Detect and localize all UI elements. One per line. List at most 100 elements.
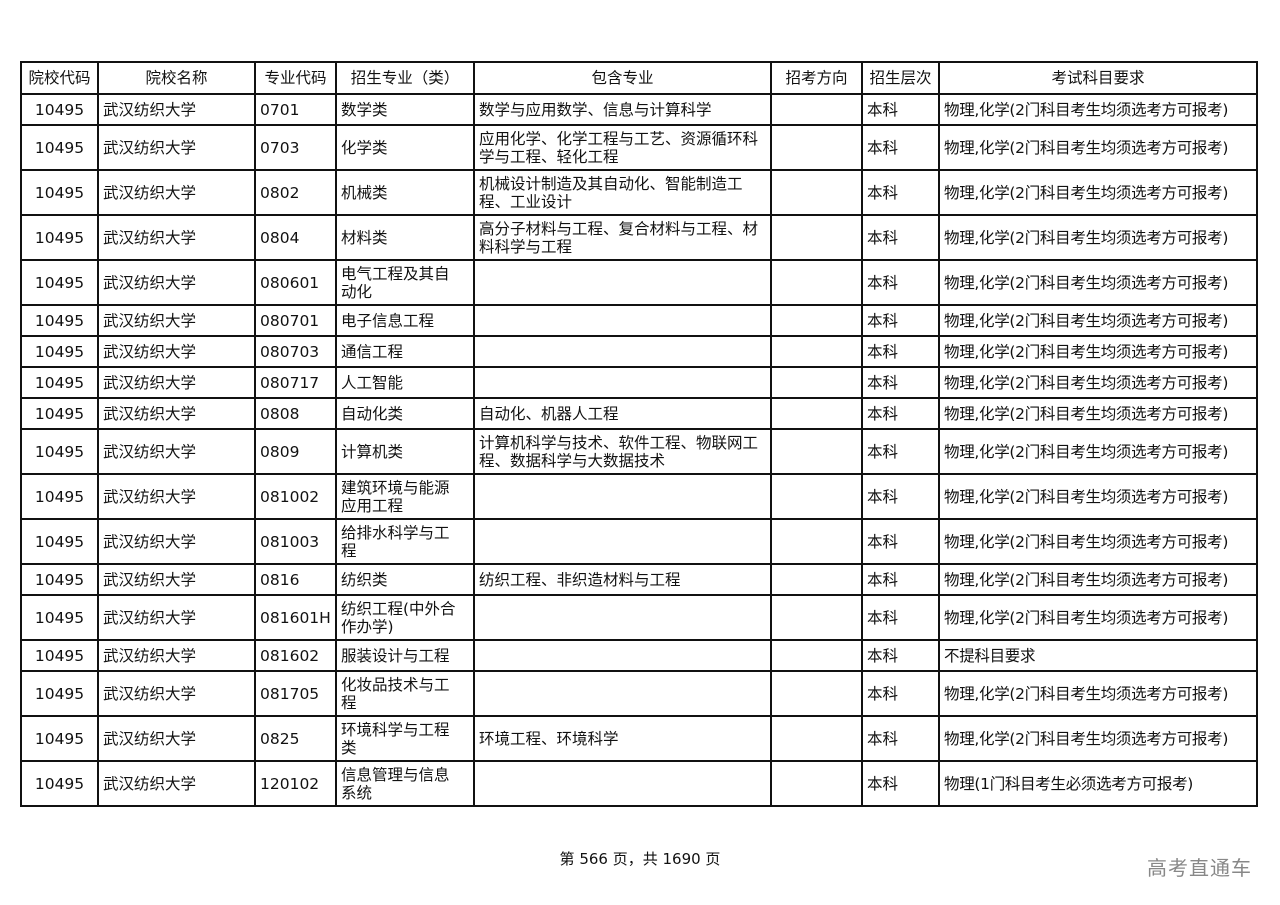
cell-major: 机械类: [335, 169, 475, 216]
cell-school-code: 10495: [20, 214, 99, 261]
table-row: 10495 武汉纺织大学 0703 化学类 应用化学、化学工程与工艺、资源循环科学与工程…: [20, 124, 1258, 171]
cell-subject-req: 物理,化学(2门科目考生均须选考方可报考): [938, 715, 1258, 762]
cell-subject-req: 物理,化学(2门科目考生均须选考方可报考): [938, 397, 1258, 430]
page-number: 第 566 页，共 1690 页: [559, 850, 721, 868]
cell-level: 本科: [861, 518, 940, 565]
cell-major-code: 0809: [254, 428, 337, 475]
cell-school-code: 10495: [20, 715, 99, 762]
cell-level: 本科: [861, 397, 940, 430]
cell-included-majors: 纺织工程、非织造材料与工程: [473, 563, 772, 596]
cell-included-majors: [473, 473, 772, 520]
table-row: 10495 武汉纺织大学 080717 人工智能 本科 物理,化学(2门科目考生均须选考方…: [20, 366, 1258, 399]
cell-direction: [770, 93, 863, 126]
table-row: 10495 武汉纺织大学 0809 计算机类 计算机科学与技术、软件工程、物联网工程、数…: [20, 428, 1258, 475]
cell-level: 本科: [861, 93, 940, 126]
cell-school-code: 10495: [20, 670, 99, 717]
cell-level: 本科: [861, 428, 940, 475]
cell-school-name: 武汉纺织大学: [97, 169, 256, 216]
header-subject-req: 考试科目要求: [938, 61, 1258, 95]
cell-school-code: 10495: [20, 397, 99, 430]
table-row: 10495 武汉纺织大学 0825 环境科学与工程类 环境工程、环境科学 本科 物理,化学(…: [20, 715, 1258, 762]
cell-subject-req: 物理,化学(2门科目考生均须选考方可报考): [938, 366, 1258, 399]
cell-major: 计算机类: [335, 428, 475, 475]
cell-major-code: 0802: [254, 169, 337, 216]
cell-subject-req: 物理,化学(2门科目考生均须选考方可报考): [938, 428, 1258, 475]
cell-major-code: 081003: [254, 518, 337, 565]
cell-major-code: 081602: [254, 639, 337, 672]
cell-direction: [770, 563, 863, 596]
header-school-code: 院校代码: [20, 61, 99, 95]
cell-subject-req: 物理,化学(2门科目考生均须选考方可报考): [938, 518, 1258, 565]
cell-direction: [770, 304, 863, 337]
cell-school-name: 武汉纺织大学: [97, 518, 256, 565]
cell-level: 本科: [861, 670, 940, 717]
cell-major: 材料类: [335, 214, 475, 261]
cell-school-code: 10495: [20, 93, 99, 126]
cell-included-majors: 自动化、机器人工程: [473, 397, 772, 430]
cell-direction: [770, 639, 863, 672]
cell-major: 电气工程及其自动化: [335, 259, 475, 306]
table-row: 10495 武汉纺织大学 081601H 纺织工程(中外合作办学) 本科 物理,化学(2门…: [20, 594, 1258, 641]
header-school-name: 院校名称: [97, 61, 256, 95]
cell-major-code: 080717: [254, 366, 337, 399]
table-row: 10495 武汉纺织大学 0808 自动化类 自动化、机器人工程 本科 物理,化学(2门科目…: [20, 397, 1258, 430]
cell-subject-req: 物理,化学(2门科目考生均须选考方可报考): [938, 93, 1258, 126]
cell-level: 本科: [861, 594, 940, 641]
cell-major: 化学类: [335, 124, 475, 171]
cell-major: 人工智能: [335, 366, 475, 399]
cell-subject-req: 物理,化学(2门科目考生均须选考方可报考): [938, 214, 1258, 261]
cell-major-code: 080701: [254, 304, 337, 337]
cell-school-code: 10495: [20, 563, 99, 596]
header-included-majors: 包含专业: [473, 61, 772, 95]
cell-major-code: 0701: [254, 93, 337, 126]
cell-direction: [770, 518, 863, 565]
cell-school-code: 10495: [20, 366, 99, 399]
table-row: 10495 武汉纺织大学 0802 机械类 机械设计制造及其自动化、智能制造工程、工业设…: [20, 169, 1258, 216]
table-row: 10495 武汉纺织大学 081003 给排水科学与工程 本科 物理,化学(2门科目考生均…: [20, 518, 1258, 565]
cell-level: 本科: [861, 214, 940, 261]
cell-school-code: 10495: [20, 639, 99, 672]
cell-school-code: 10495: [20, 518, 99, 565]
cell-major: 给排水科学与工程: [335, 518, 475, 565]
cell-direction: [770, 715, 863, 762]
cell-school-name: 武汉纺织大学: [97, 760, 256, 807]
cell-major-code: 120102: [254, 760, 337, 807]
cell-school-name: 武汉纺织大学: [97, 259, 256, 306]
cell-included-majors: [473, 335, 772, 368]
cell-school-code: 10495: [20, 259, 99, 306]
table-row: 10495 武汉纺织大学 080703 通信工程 本科 物理,化学(2门科目考生均须选考方…: [20, 335, 1258, 368]
cell-major-code: 081601H: [254, 594, 337, 641]
cell-level: 本科: [861, 304, 940, 337]
cell-direction: [770, 335, 863, 368]
cell-direction: [770, 473, 863, 520]
cell-major-code: 0816: [254, 563, 337, 596]
cell-school-code: 10495: [20, 169, 99, 216]
cell-level: 本科: [861, 760, 940, 807]
cell-school-name: 武汉纺织大学: [97, 124, 256, 171]
cell-level: 本科: [861, 259, 940, 306]
table-row: 10495 武汉纺织大学 120102 信息管理与信息系统 本科 物理(1门科目考生必须选…: [20, 760, 1258, 807]
cell-school-code: 10495: [20, 335, 99, 368]
cell-subject-req: 物理,化学(2门科目考生均须选考方可报考): [938, 335, 1258, 368]
cell-school-name: 武汉纺织大学: [97, 397, 256, 430]
cell-school-code: 10495: [20, 760, 99, 807]
table-row: 10495 武汉纺织大学 0701 数学类 数学与应用数学、信息与计算科学 本科 物理,化学…: [20, 93, 1258, 126]
cell-school-name: 武汉纺织大学: [97, 715, 256, 762]
cell-subject-req: 物理,化学(2门科目考生均须选考方可报考): [938, 473, 1258, 520]
cell-direction: [770, 594, 863, 641]
cell-major-code: 080601: [254, 259, 337, 306]
cell-school-code: 10495: [20, 594, 99, 641]
table-row: 10495 武汉纺织大学 080701 电子信息工程 本科 物理,化学(2门科目考生均须选…: [20, 304, 1258, 337]
cell-school-code: 10495: [20, 473, 99, 520]
cell-subject-req: 物理,化学(2门科目考生均须选考方可报考): [938, 594, 1258, 641]
cell-subject-req: 物理,化学(2门科目考生均须选考方可报考): [938, 304, 1258, 337]
cell-major: 化妆品技术与工程: [335, 670, 475, 717]
cell-level: 本科: [861, 563, 940, 596]
table-row: 10495 武汉纺织大学 081705 化妆品技术与工程 本科 物理,化学(2门科目考生均…: [20, 670, 1258, 717]
cell-included-majors: [473, 366, 772, 399]
cell-school-name: 武汉纺织大学: [97, 428, 256, 475]
table-row: 10495 武汉纺织大学 0816 纺织类 纺织工程、非织造材料与工程 本科 物理,化学(2…: [20, 563, 1258, 596]
cell-included-majors: [473, 760, 772, 807]
cell-major-code: 080703: [254, 335, 337, 368]
cell-school-name: 武汉纺织大学: [97, 563, 256, 596]
